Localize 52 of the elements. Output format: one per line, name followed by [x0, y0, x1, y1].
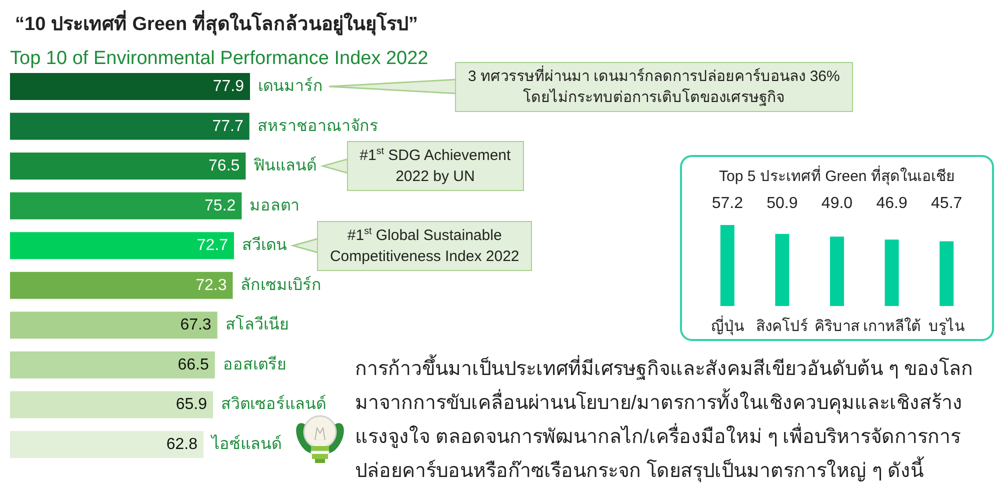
chart-title: “10 ประเทศที่ Green ที่สุดในโลกล้วนอยู่ในยุโรป” — [15, 10, 418, 36]
text: 3 ทศวรรษที่ผ่านมา เดนมาร์กลดการปล่อยคาร์บอนลง 36% โดยไม่กระทบต่อการเติบโตของเศรษฐกิจ — [455, 62, 853, 112]
data-label: 72.7 — [196, 237, 228, 254]
bar — [10, 391, 214, 418]
chart-title: Top 5 ประเทศที่ Green ที่สุดในเอเชีย — [719, 165, 955, 186]
bar — [10, 351, 215, 378]
data-label: 77.7 — [212, 118, 244, 135]
data-label: 66.5 — [178, 356, 209, 374]
data-label: 76.5 — [208, 158, 240, 175]
text: #1$^{st}$ SDG Achievement 2022 by UN — [346, 141, 524, 192]
bar — [10, 272, 233, 299]
bar — [884, 240, 899, 306]
chart-subtitle: Top 10 of Environmental Performance Index 2022 — [10, 48, 428, 69]
data-label: 77.9 — [212, 78, 244, 95]
data-label: 65.9 — [176, 396, 208, 414]
y-tick-label: สหราชอาณาจักร — [257, 118, 378, 135]
x-tick-label: คิริบาส — [814, 318, 860, 335]
y-tick-label: ออสเตรีย — [222, 355, 286, 374]
y-tick-label: เดนมาร์ก — [258, 76, 323, 95]
bar — [10, 431, 204, 458]
data-label: 75.2 — [204, 197, 236, 214]
y-tick-label: ฟินแลนด์ — [254, 156, 317, 175]
y-tick-label: สโลวีเนีย — [225, 314, 288, 334]
y-tick-label: สวิตเซอร์แลนด์ — [221, 394, 326, 414]
bar — [10, 152, 246, 180]
data-label: 50.9 — [766, 195, 798, 212]
data-label: 49.0 — [821, 195, 853, 212]
text: #1$^{st}$ Global Sustainable Competitiveness Index 2022 — [316, 220, 532, 271]
bar — [940, 241, 954, 306]
bar — [10, 192, 242, 220]
data-label: 45.7 — [931, 195, 962, 212]
bar — [830, 236, 844, 306]
y-tick-label: ลักเซมเบิร์ก — [240, 274, 322, 294]
bar — [720, 225, 734, 306]
y-tick-label: มอลตา — [250, 197, 300, 214]
data-label: 57.2 — [712, 195, 744, 212]
bar — [10, 312, 218, 339]
bar — [10, 112, 250, 140]
data-label: 67.3 — [180, 316, 212, 334]
text: การก้าวขึ้นมาเป็นประเทศที่มีเศรษฐกิจและสังคมสีเขียวอันดับต้น ๆ ของโลก มาจากการขับเคลื่อนผ่านนโยบาย/มาตรการทั้งในเชิงควบคุมและเชิงสร้าง แรงจูงใจ ตลอดจนการพัฒนากลไก/เครื่องมือใหม่ ๆ เพื่อบริหารจัดการการ ปล่อยคาร์บอนหรือก๊าซเรือนกระจก โดยสรุปเป็นมาตรการใหญ่ ๆ ดังนี้ — [355, 353, 973, 484]
bar — [10, 232, 234, 260]
x-tick-label: เกาหลีใต้ — [862, 317, 921, 335]
x-tick-label: ญี่ปุ่น — [710, 315, 744, 336]
data-label: 62.8 — [166, 436, 198, 453]
bar — [775, 234, 790, 306]
x-tick-label: บรูไน — [928, 317, 965, 335]
y-tick-label: ไอซ์แลนด์ — [209, 434, 282, 453]
y-tick-label: สวีเดน — [242, 236, 287, 254]
x-tick-label: สิงคโปร์ — [756, 317, 808, 335]
data-label: 46.9 — [876, 195, 908, 212]
data-label: 72.3 — [196, 276, 227, 294]
bar — [10, 73, 250, 100]
